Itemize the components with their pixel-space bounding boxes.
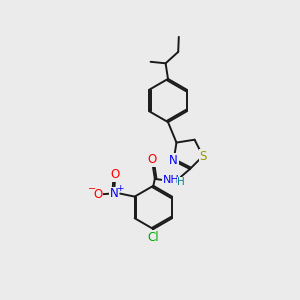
Text: −: − — [88, 184, 96, 194]
Text: H: H — [177, 177, 185, 187]
Text: O: O — [148, 153, 157, 166]
Text: Cl: Cl — [148, 231, 159, 244]
Text: N: N — [169, 154, 178, 167]
Text: O: O — [110, 168, 119, 181]
Text: +: + — [116, 184, 123, 193]
Text: N: N — [110, 187, 118, 200]
Text: NH: NH — [163, 176, 180, 185]
Text: S: S — [199, 149, 207, 163]
Text: O: O — [93, 188, 102, 201]
